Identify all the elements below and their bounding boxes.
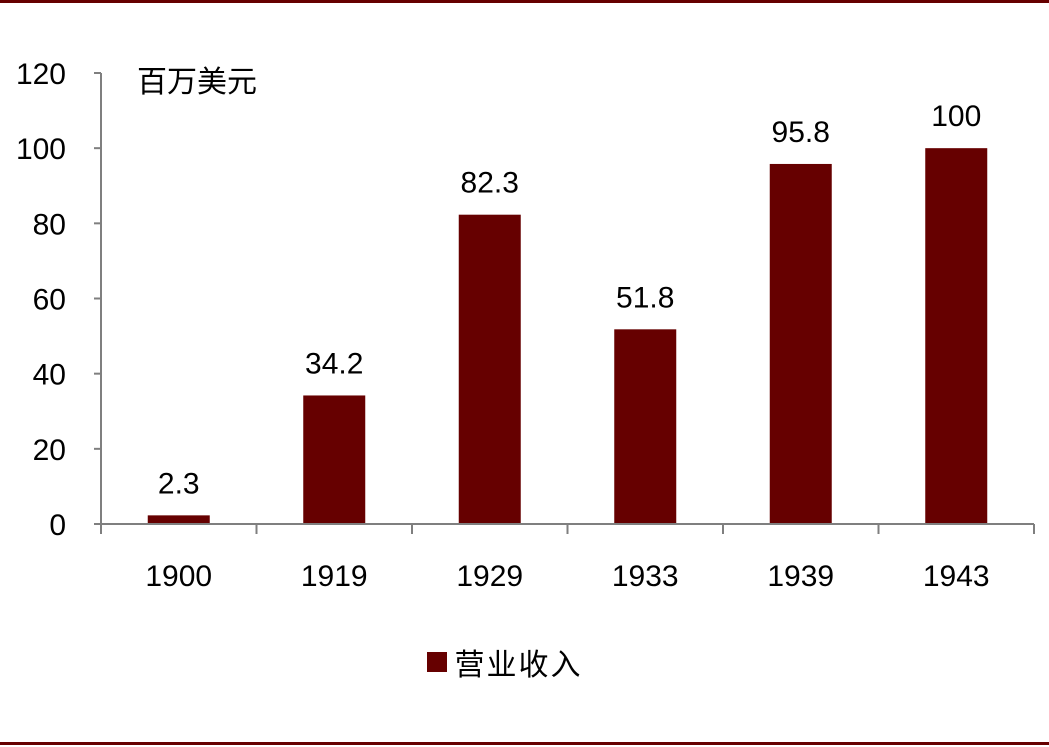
- bar: [614, 329, 677, 524]
- x-tick-label: 1929: [456, 560, 523, 593]
- bar: [458, 214, 521, 525]
- y-tick-label: 20: [33, 434, 66, 467]
- bar: [925, 148, 988, 524]
- y-tick-label: 100: [16, 133, 66, 166]
- data-label: 82.3: [461, 167, 519, 200]
- x-tick-label: 1919: [301, 560, 368, 593]
- y-unit-label: 百万美元: [137, 65, 257, 100]
- bottom-frame-line: [0, 742, 1049, 745]
- y-tick-label: 40: [33, 359, 66, 392]
- x-axis-ticks: 1900 1919 1929 1933 1939 1943: [100, 524, 1035, 593]
- legend: 营业收入: [0, 640, 1049, 684]
- y-tick-label: 80: [33, 208, 66, 241]
- y-tick-label: 120: [16, 58, 66, 91]
- bar: [769, 163, 832, 524]
- y-tick-label: 60: [33, 284, 66, 317]
- x-tick-label: 1943: [923, 560, 990, 593]
- bars: [147, 148, 988, 525]
- x-tick-label: 1933: [612, 560, 679, 593]
- data-label: 100: [931, 100, 981, 133]
- data-label: 2.3: [158, 467, 200, 500]
- top-frame-line: [0, 0, 1049, 3]
- data-label: 34.2: [305, 347, 363, 380]
- bar: [303, 395, 366, 524]
- data-label: 51.8: [616, 281, 674, 314]
- bar: [147, 515, 210, 524]
- x-tick-label: 1900: [145, 560, 212, 593]
- legend-label: 营业收入: [454, 648, 583, 683]
- data-label: 95.8: [772, 116, 830, 149]
- data-labels: 2.3 34.2 82.3 51.8 95.8 100: [158, 100, 981, 500]
- y-axis-ticks: 0 20 40 60 80 100 120: [16, 58, 101, 542]
- legend-swatch: [426, 652, 447, 672]
- y-tick-label: 0: [49, 509, 66, 542]
- x-tick-label: 1939: [767, 560, 834, 593]
